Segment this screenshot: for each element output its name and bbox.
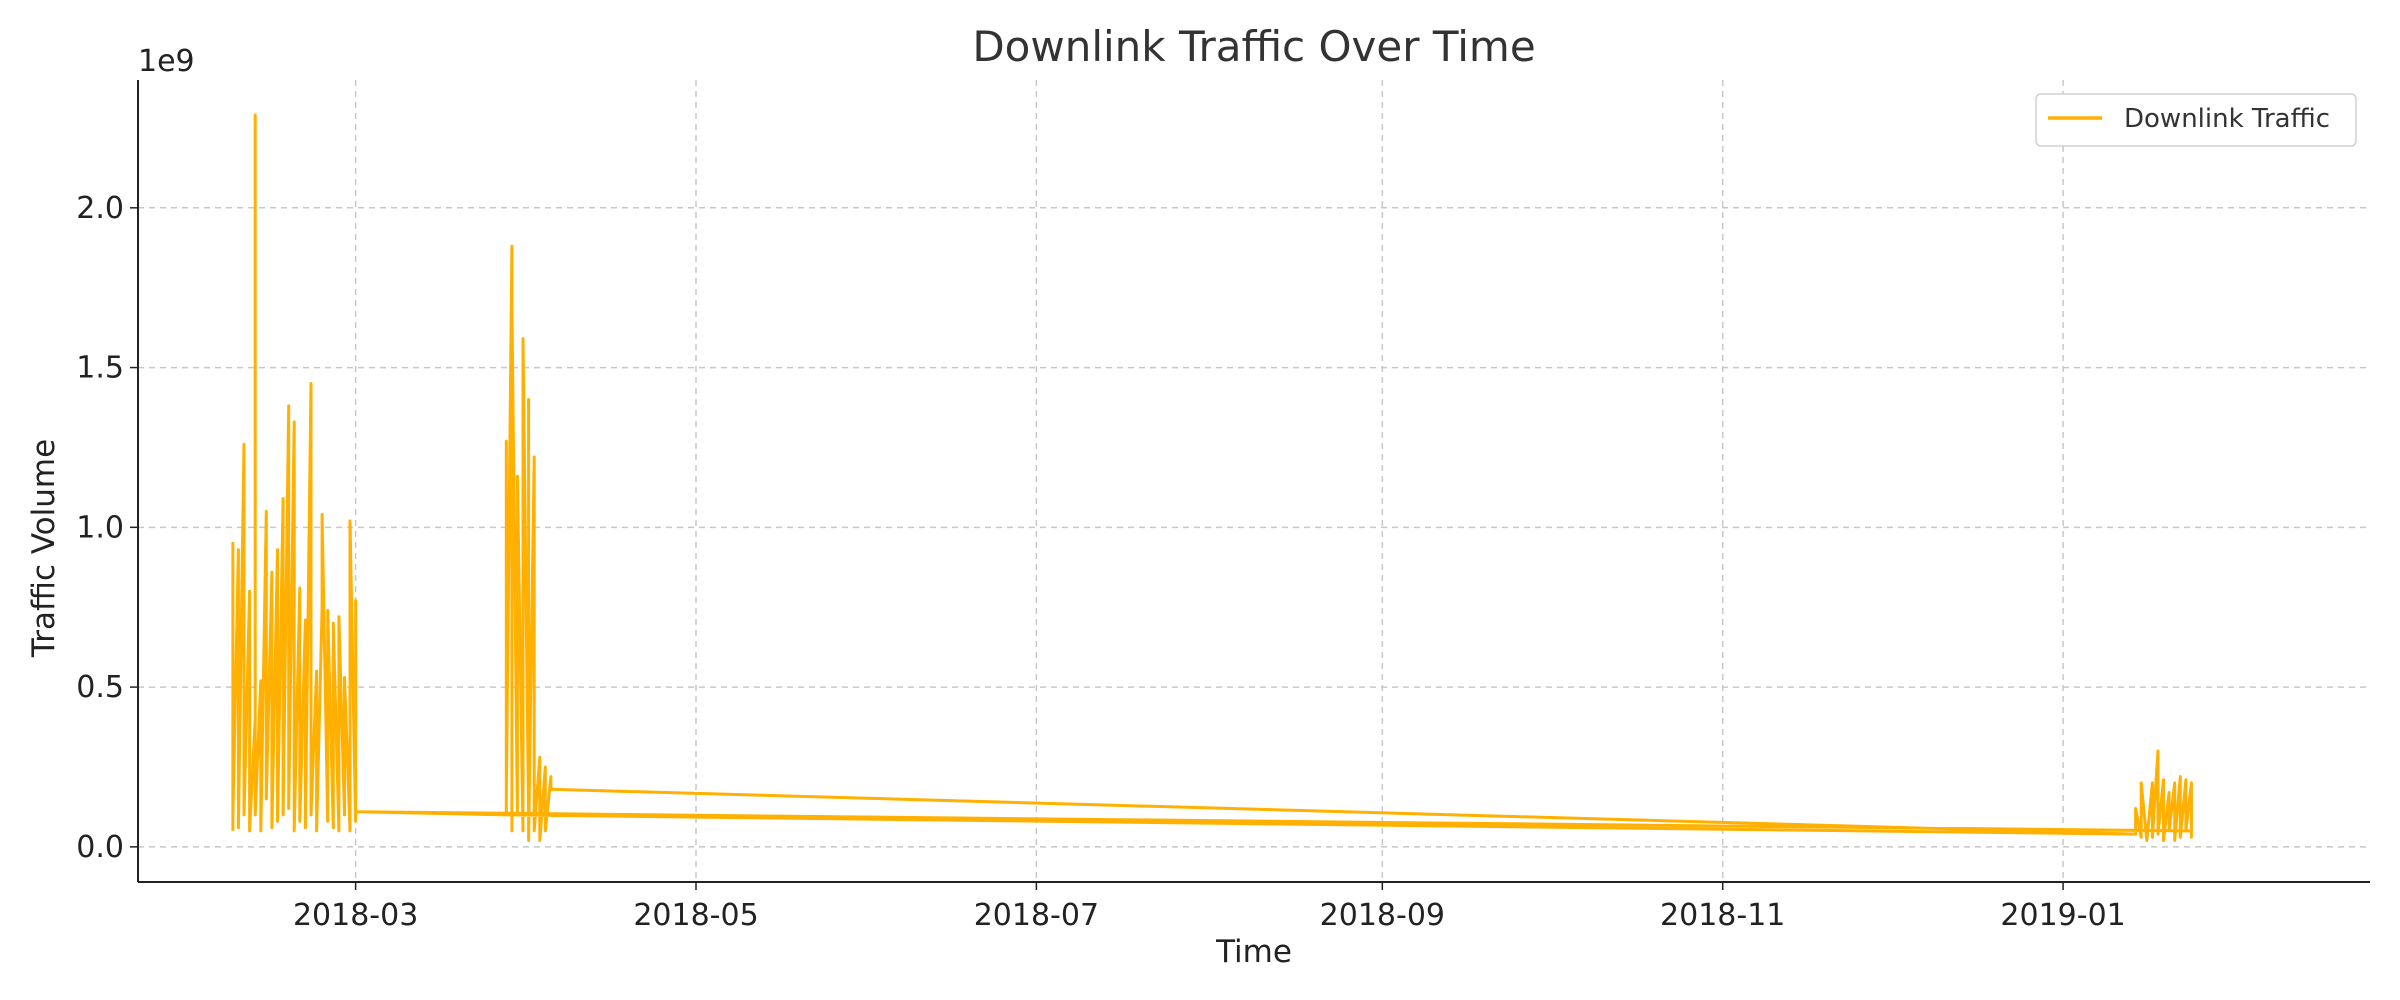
- y-scale-label: 1e9: [138, 44, 195, 79]
- x-tick-label: 2018-05: [633, 898, 758, 933]
- y-axis-title: Traffic Volume: [26, 439, 62, 658]
- x-tick-label: 2018-11: [1660, 898, 1785, 933]
- x-axis-title: Time: [1215, 934, 1292, 970]
- y-tick-label: 1.5: [76, 351, 124, 386]
- legend: Downlink Traffic: [2035, 93, 2357, 147]
- y-tick-label: 0.0: [76, 830, 124, 865]
- series-layer: [231, 113, 2193, 842]
- y-axis-ticks: 0.0 0.5 1.0 1.5 2.0: [76, 191, 138, 865]
- x-axis-ticks: 2018-03 2018-05 2018-07 2018-09 2018-11 2019-…: [293, 882, 2126, 933]
- y-tick-label: 2.0: [76, 191, 124, 226]
- x-tick-label: 2018-07: [974, 898, 1099, 933]
- chart-title: Downlink Traffic Over Time: [972, 22, 1535, 71]
- legend-label: Downlink Traffic: [2124, 104, 2330, 134]
- x-tick-label: 2019-01: [2000, 898, 2125, 933]
- series-line-downlink-traffic: [231, 113, 2193, 842]
- y-tick-label: 0.5: [76, 670, 124, 705]
- y-tick-label: 1.0: [76, 510, 124, 545]
- grid: [138, 80, 2370, 882]
- x-tick-label: 2018-03: [293, 898, 418, 933]
- legend-box: [2035, 93, 2357, 147]
- x-tick-label: 2018-09: [1320, 898, 1445, 933]
- axes: [137, 80, 2370, 883]
